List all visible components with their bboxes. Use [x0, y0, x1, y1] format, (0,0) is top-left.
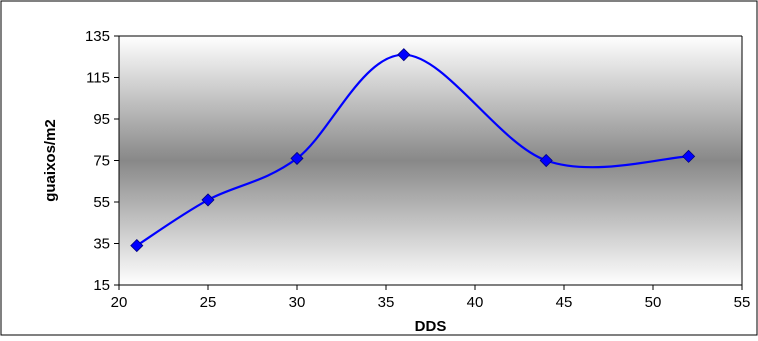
- x-tick-label: 55: [734, 294, 751, 311]
- plot-area: [119, 36, 742, 285]
- axes: 15 35 55 75 95 115 135 20 25 30 35 40 45 50 55: [85, 28, 750, 311]
- y-tick-label: 15: [93, 277, 110, 294]
- y-tick-label: 135: [85, 28, 110, 45]
- x-tick-label: 25: [200, 294, 217, 311]
- data-point-marker: [682, 149, 696, 163]
- y-tick-label: 55: [93, 194, 110, 211]
- data-point-marker: [397, 48, 411, 62]
- x-tick-label: 35: [378, 294, 395, 311]
- x-tick-label: 50: [645, 294, 662, 311]
- y-axis-title: guaixos/m2: [42, 119, 59, 202]
- x-tick-label: 40: [467, 294, 484, 311]
- data-point-marker: [201, 193, 215, 207]
- y-tick-label: 75: [93, 153, 110, 170]
- y-tick-label: 95: [93, 111, 110, 128]
- x-tick-label: 20: [111, 294, 128, 311]
- data-point-marker: [290, 151, 304, 165]
- x-tick-label: 30: [289, 294, 306, 311]
- y-tick-label: 115: [86, 70, 110, 87]
- x-tick-label: 45: [556, 294, 573, 311]
- data-point-marker: [130, 239, 144, 253]
- x-axis-title: DDS: [415, 318, 447, 335]
- y-tick-label: 35: [93, 236, 110, 253]
- series-layer: [130, 48, 696, 253]
- data-point-marker: [539, 153, 553, 168]
